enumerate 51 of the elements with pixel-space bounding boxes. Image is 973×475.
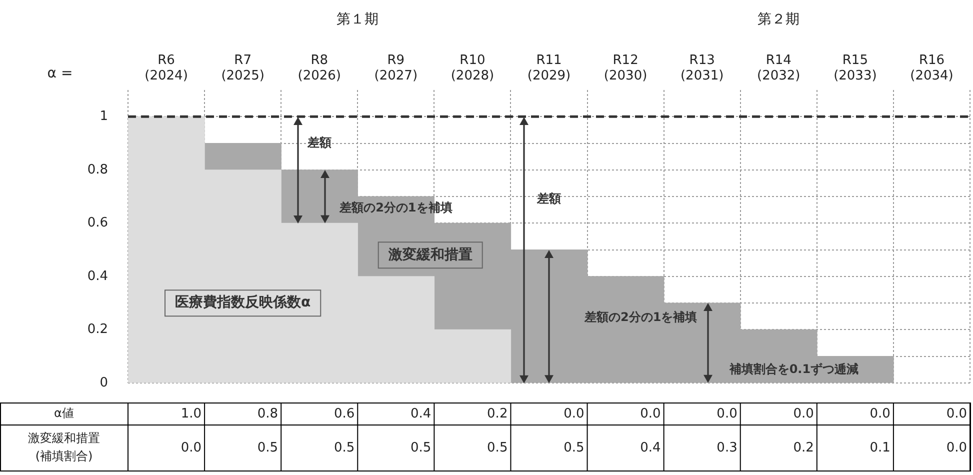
text: 0.3 bbox=[716, 440, 738, 456]
series-label: 激変緩和措置 bbox=[387, 246, 472, 263]
text: α値 bbox=[54, 406, 74, 420]
y-tick-label: 0 bbox=[100, 375, 108, 390]
data-label: 0.4 bbox=[410, 406, 432, 422]
text: 0.0 bbox=[180, 440, 202, 456]
data-label: 0.0 bbox=[793, 406, 814, 422]
x-tick-label: R9 (2027) bbox=[374, 52, 418, 84]
x-tick-label: R8 (2026) bbox=[298, 52, 341, 84]
y-tick-label: 1 bbox=[100, 109, 108, 124]
data-label: 0.0 bbox=[870, 406, 890, 422]
x-tick-label: R7 (2025) bbox=[221, 52, 264, 84]
y-tick-label: 0.4 bbox=[87, 268, 108, 284]
series-label: 医療費指数反映係数α bbox=[175, 294, 312, 311]
bar bbox=[204, 142, 282, 170]
text: 第２期 bbox=[758, 12, 800, 28]
data-label: 1.0 bbox=[180, 406, 202, 422]
x-tick-label: R16 (2034) bbox=[910, 52, 954, 84]
data-label: 0.0 bbox=[946, 406, 967, 422]
text: 0.5 bbox=[257, 440, 278, 456]
text: 0.5 bbox=[564, 440, 584, 456]
annotation: 補填割合を0.1ずつ逓減 bbox=[728, 362, 859, 376]
y-axis-title: α = bbox=[47, 66, 73, 82]
data-label: 0.0 bbox=[716, 406, 738, 422]
x-tick-label: R13 (2031) bbox=[680, 52, 724, 84]
data-label: 0.0 bbox=[564, 406, 584, 422]
x-tick-label: R10 (2028) bbox=[450, 52, 494, 84]
text: 0.0 bbox=[946, 440, 967, 456]
text: 0.5 bbox=[334, 440, 355, 456]
x-tick-label: R15 (2033) bbox=[834, 52, 877, 84]
text: 0.2 bbox=[793, 440, 814, 456]
annotation: 差額 bbox=[306, 135, 332, 150]
data-label: 0.6 bbox=[334, 406, 355, 422]
text: 0.1 bbox=[870, 440, 890, 456]
data-label: 0.8 bbox=[257, 406, 278, 422]
text: 0.5 bbox=[410, 440, 432, 456]
x-tick-label: R14 (2032) bbox=[757, 52, 800, 84]
text: 激変緩和措置 (補填割合) bbox=[28, 431, 100, 464]
annotation: 差額の2分の1を補填 bbox=[584, 310, 698, 324]
annotation: 差額 bbox=[536, 191, 561, 206]
text: 0.5 bbox=[487, 440, 508, 456]
data-label: 0.2 bbox=[487, 406, 508, 422]
y-tick-label: 0.2 bbox=[87, 322, 108, 338]
x-tick-label: R12 (2030) bbox=[604, 52, 648, 84]
x-tick-label: R11 (2029) bbox=[527, 52, 571, 84]
x-tick-label: R6 (2024) bbox=[144, 52, 188, 84]
data-label: 0.0 bbox=[640, 406, 661, 422]
y-tick-label: 0.8 bbox=[87, 162, 108, 178]
text: 第１期 bbox=[336, 12, 379, 28]
text: 0.4 bbox=[640, 440, 661, 456]
y-tick-label: 0.6 bbox=[87, 216, 108, 231]
